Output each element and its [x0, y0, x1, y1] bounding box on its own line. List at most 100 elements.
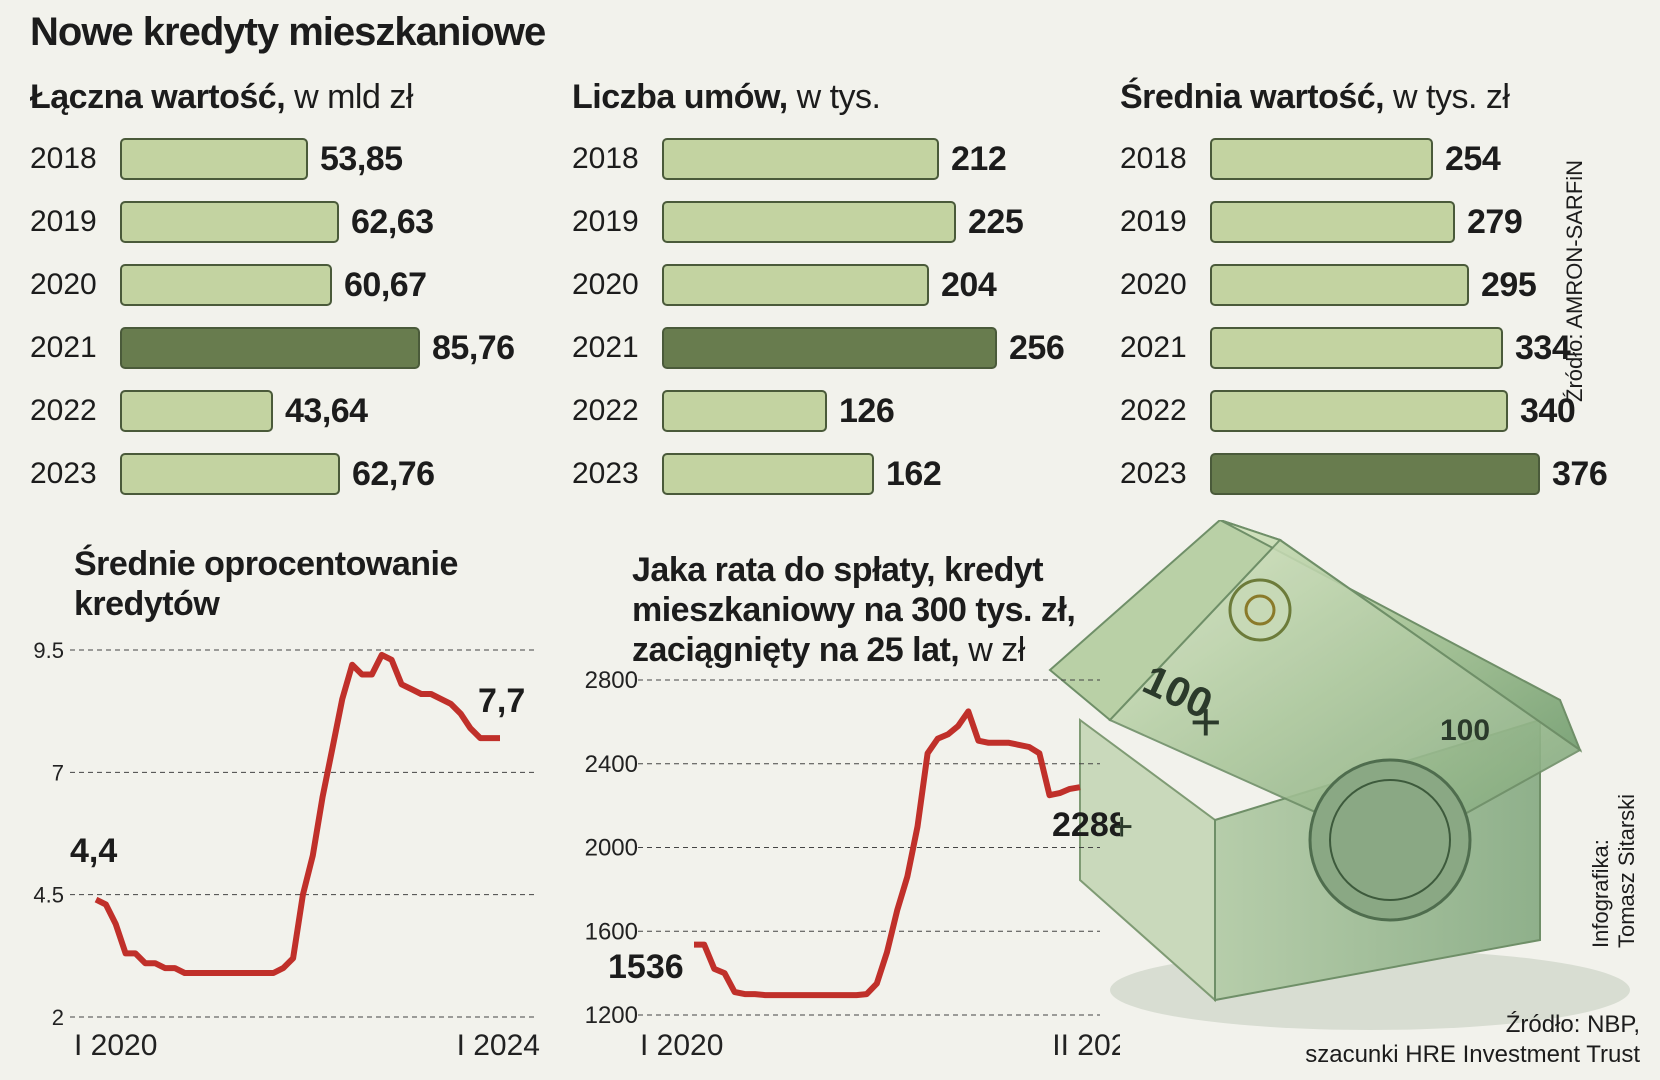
bar-row: 2022 126 — [572, 390, 1092, 434]
source-bottom-line-1: Źródło: NBP, — [1505, 1011, 1640, 1038]
bar-year-label: 2020 — [1120, 268, 1187, 301]
svg-text:+: + — [1110, 805, 1133, 849]
bar-year-label: 2022 — [572, 394, 639, 427]
bar-value-label: 43,64 — [285, 392, 368, 430]
bar-row: 2018 212 — [572, 138, 1092, 182]
end-value-label: 7,7 — [478, 682, 525, 720]
start-value-label: 1536 — [608, 948, 684, 986]
x-axis-label: II 2024 — [1052, 1029, 1120, 1062]
bar-value-label: 162 — [886, 455, 942, 493]
bar-row: 2020 60,67 — [30, 264, 550, 308]
bar-year-label: 2020 — [572, 268, 639, 301]
panel-title-0: Łączna wartość, w mld zł — [30, 78, 413, 117]
bar-year-label: 2019 — [572, 205, 639, 238]
panel-title-bold: Łączna wartość, — [30, 78, 286, 116]
panel-title-unit: w mld zł — [285, 78, 413, 116]
chart2-title-unit: w zł — [968, 631, 1025, 669]
bar-value-label: 225 — [968, 203, 1024, 241]
panel-title-unit: w tys. — [787, 78, 881, 116]
bar-row: 2020 295 — [1120, 264, 1640, 308]
bar-year-label: 2020 — [30, 268, 97, 301]
bar-row: 2021 85,76 — [30, 327, 550, 371]
chart2-title: Jaka rata do spłaty, kredyt mieszkaniowy… — [632, 550, 1132, 670]
bar-year-label: 2022 — [1120, 394, 1187, 427]
y-tick-label: 2 — [52, 1005, 64, 1030]
panel-title-2: Średnia wartość, w tys. zł — [1120, 78, 1510, 117]
source-bottom-note: Źródło: NBP, szacunki HRE Investment Tru… — [1305, 1010, 1640, 1070]
bar — [1210, 138, 1433, 180]
bar-year-label: 2019 — [1120, 205, 1187, 238]
bar-year-label: 2021 — [30, 331, 97, 364]
bar-value-label: 204 — [941, 266, 997, 304]
x-axis-label: I 2020 — [74, 1029, 157, 1062]
bar — [120, 201, 339, 243]
bar-year-label: 2018 — [1120, 142, 1187, 175]
bar-year-label: 2022 — [30, 394, 97, 427]
bar — [662, 453, 874, 495]
y-tick-label: 1200 — [585, 1002, 638, 1029]
bar-row: 2021 334 — [1120, 327, 1640, 371]
y-tick-label: 2800 — [585, 667, 638, 694]
bar-row: 2018 53,85 — [30, 138, 550, 182]
bar-value-label: 126 — [839, 392, 895, 430]
bar — [662, 390, 827, 432]
interest-rate-chart: 9.5 7 4.5 2 I 2020 I 2024 4,4 7,7 — [33, 638, 540, 1062]
bar-value-label: 376 — [1552, 455, 1608, 493]
bar-row: 2019 279 — [1120, 201, 1640, 245]
bar-row: 2023 162 — [572, 453, 1092, 497]
bar-value-label: 334 — [1515, 329, 1571, 367]
bar-value-label: 62,63 — [351, 203, 434, 241]
bar-value-label: 340 — [1520, 392, 1576, 430]
x-axis-label: I 2020 — [640, 1029, 723, 1062]
y-tick-label: 4.5 — [33, 883, 64, 908]
svg-text:+: + — [1190, 692, 1222, 752]
bar — [120, 453, 340, 495]
main-title: Nowe kredyty mieszkaniowe — [30, 10, 546, 54]
credit-line-2: Tomasz Sitarski — [1614, 793, 1639, 948]
bar — [662, 264, 929, 306]
bar — [1210, 264, 1469, 306]
bar — [120, 138, 308, 180]
series-line — [694, 708, 1081, 999]
series-line — [94, 651, 500, 976]
bar — [662, 201, 956, 243]
end-value-label: 2288 — [1052, 806, 1120, 844]
bar-year-label: 2019 — [30, 205, 97, 238]
y-tick-label: 2000 — [585, 835, 638, 862]
bar — [662, 138, 939, 180]
bar-row: 2019 62,63 — [30, 201, 550, 245]
y-tick-label: 7 — [52, 760, 64, 785]
bar-value-label: 256 — [1009, 329, 1065, 367]
source-top-note: Źródło: AMRON-SARFiN — [1562, 159, 1587, 402]
bar-row: 2023 62,76 — [30, 453, 550, 497]
bar — [120, 390, 273, 432]
bar — [1210, 327, 1503, 369]
bar-value-label: 53,85 — [320, 140, 403, 178]
bar-year-label: 2023 — [572, 457, 639, 490]
bar-row: 2021 256 — [572, 327, 1092, 371]
bar-row: 2022 43,64 — [30, 390, 550, 434]
bar-year-label: 2023 — [1120, 457, 1187, 490]
bar-year-label: 2018 — [572, 142, 639, 175]
bar — [120, 327, 420, 369]
bar-row: 2022 340 — [1120, 390, 1640, 434]
y-tick-label: 1600 — [585, 918, 638, 945]
y-tick-label: 2400 — [585, 751, 638, 778]
bar-row: 2020 204 — [572, 264, 1092, 308]
bar — [1210, 453, 1540, 495]
bar-value-label: 62,76 — [352, 455, 435, 493]
bar — [1210, 390, 1508, 432]
bar-year-label: 2023 — [30, 457, 97, 490]
bar-value-label: 212 — [951, 140, 1007, 178]
panel-title-bold: Średnia wartość, — [1120, 78, 1385, 116]
bar-value-label: 295 — [1481, 266, 1537, 304]
credit-note: Infografika: Tomasz Sitarski — [1588, 794, 1640, 948]
bar — [1210, 201, 1455, 243]
bar-value-label: 60,67 — [344, 266, 427, 304]
svg-text:100: 100 — [1440, 714, 1490, 747]
bar-year-label: 2018 — [30, 142, 97, 175]
banknote-house-illustration: 100 100 + + — [1048, 520, 1630, 1030]
bar — [662, 327, 997, 369]
bar-value-label: 85,76 — [432, 329, 515, 367]
